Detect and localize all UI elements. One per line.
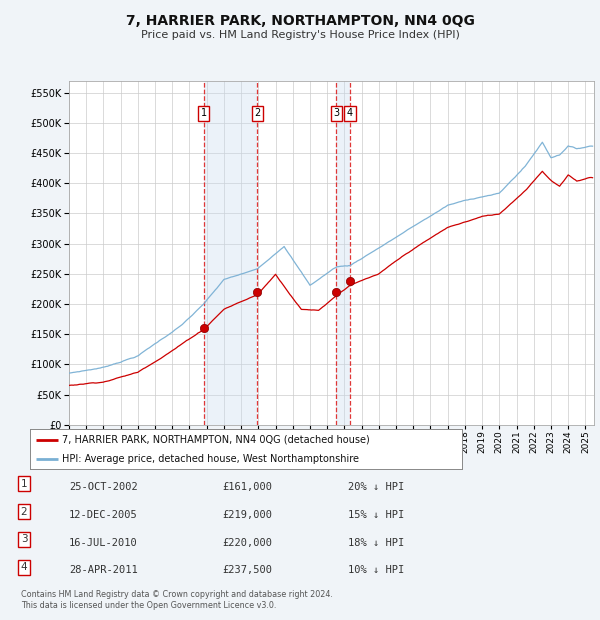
Text: 15% ↓ HPI: 15% ↓ HPI	[348, 510, 404, 520]
Text: 4: 4	[20, 562, 28, 572]
Bar	[203, 81, 257, 425]
Text: 18% ↓ HPI: 18% ↓ HPI	[348, 538, 404, 547]
Text: 3: 3	[20, 534, 28, 544]
Text: 3: 3	[334, 108, 340, 118]
Text: Price paid vs. HM Land Registry's House Price Index (HPI): Price paid vs. HM Land Registry's House …	[140, 30, 460, 40]
Text: 7, HARRIER PARK, NORTHAMPTON, NN4 0QG: 7, HARRIER PARK, NORTHAMPTON, NN4 0QG	[125, 14, 475, 28]
Text: 28-APR-2011: 28-APR-2011	[69, 565, 138, 575]
Text: 1: 1	[200, 108, 206, 118]
Text: 25-OCT-2002: 25-OCT-2002	[69, 482, 138, 492]
Text: HPI: Average price, detached house, West Northamptonshire: HPI: Average price, detached house, West…	[62, 454, 359, 464]
Text: 20% ↓ HPI: 20% ↓ HPI	[348, 482, 404, 492]
Text: 2: 2	[254, 108, 260, 118]
Text: 2: 2	[20, 507, 28, 516]
Text: This data is licensed under the Open Government Licence v3.0.: This data is licensed under the Open Gov…	[21, 601, 277, 611]
Text: £161,000: £161,000	[222, 482, 272, 492]
Text: 10% ↓ HPI: 10% ↓ HPI	[348, 565, 404, 575]
Text: 1: 1	[20, 479, 28, 489]
Text: Contains HM Land Registry data © Crown copyright and database right 2024.: Contains HM Land Registry data © Crown c…	[21, 590, 333, 600]
Text: 4: 4	[347, 108, 353, 118]
Text: 12-DEC-2005: 12-DEC-2005	[69, 510, 138, 520]
Text: £220,000: £220,000	[222, 538, 272, 547]
Text: £219,000: £219,000	[222, 510, 272, 520]
Bar	[337, 81, 350, 425]
Text: £237,500: £237,500	[222, 565, 272, 575]
Text: 16-JUL-2010: 16-JUL-2010	[69, 538, 138, 547]
Text: 7, HARRIER PARK, NORTHAMPTON, NN4 0QG (detached house): 7, HARRIER PARK, NORTHAMPTON, NN4 0QG (d…	[62, 435, 370, 445]
